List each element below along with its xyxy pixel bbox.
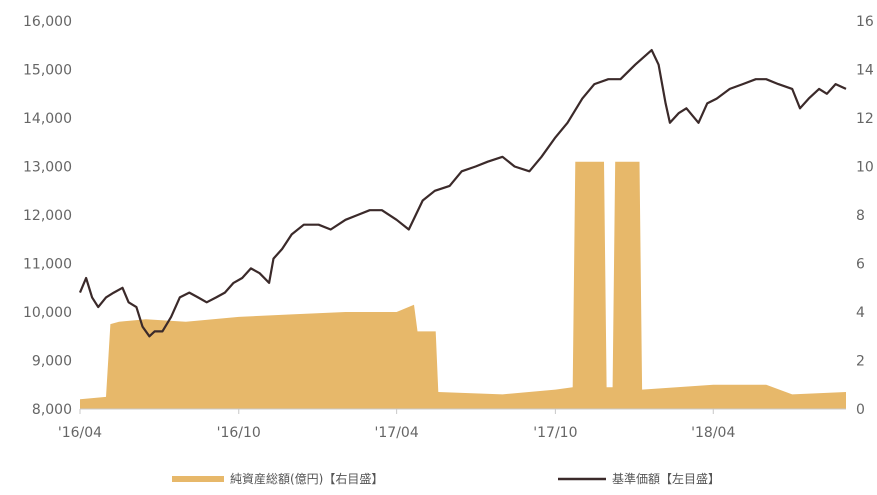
right-tick-label: 4 [856, 305, 865, 321]
x-tick-label: '17/10 [533, 425, 577, 441]
nav-line-layer [78, 49, 847, 338]
x-tick-label: '18/04 [691, 425, 735, 441]
left-tick-label: 14,000 [23, 111, 72, 127]
net-assets-area [80, 161, 846, 409]
legend: 純資産総額(億円)【右目盛】 基準価額【左目盛】 [172, 471, 720, 486]
legend-swatch-net-assets [172, 476, 224, 482]
right-tick-label: 12 [856, 111, 874, 127]
nav-line [78, 49, 847, 338]
right-tick-label: 2 [856, 354, 865, 370]
x-tick-label: '16/04 [58, 425, 102, 441]
left-tick-label: 11,000 [23, 257, 72, 273]
left-tick-label: 12,000 [23, 208, 72, 224]
legend-label-nav: 基準価額【左目盛】 [612, 471, 720, 486]
left-axis-ticks: 8,000 9,000 10,000 11,000 12,000 13,000 14,000… [23, 14, 72, 418]
legend-label-net-assets: 純資産総額(億円)【右目盛】 [230, 471, 383, 486]
x-tick-label: '17/04 [375, 425, 419, 441]
left-tick-label: 10,000 [23, 305, 72, 321]
left-tick-label: 16,000 [23, 14, 72, 30]
net-assets-area-layer [80, 161, 846, 409]
x-axis-ticks: '16/04 '16/10 '17/04 '17/10 '18/04 [58, 409, 735, 441]
right-tick-label: 14 [856, 63, 874, 79]
left-tick-label: 15,000 [23, 63, 72, 79]
left-tick-label: 9,000 [32, 354, 72, 370]
right-tick-label: 0 [856, 402, 865, 418]
x-tick-label: '16/10 [217, 425, 261, 441]
right-tick-label: 8 [856, 208, 865, 224]
right-tick-label: 10 [856, 160, 874, 176]
left-tick-label: 13,000 [23, 160, 72, 176]
left-tick-label: 8,000 [32, 402, 72, 418]
right-tick-label: 6 [856, 257, 865, 273]
right-tick-label: 16 [856, 14, 874, 30]
right-axis-ticks: 0 2 4 6 8 10 12 14 16 [856, 14, 874, 418]
